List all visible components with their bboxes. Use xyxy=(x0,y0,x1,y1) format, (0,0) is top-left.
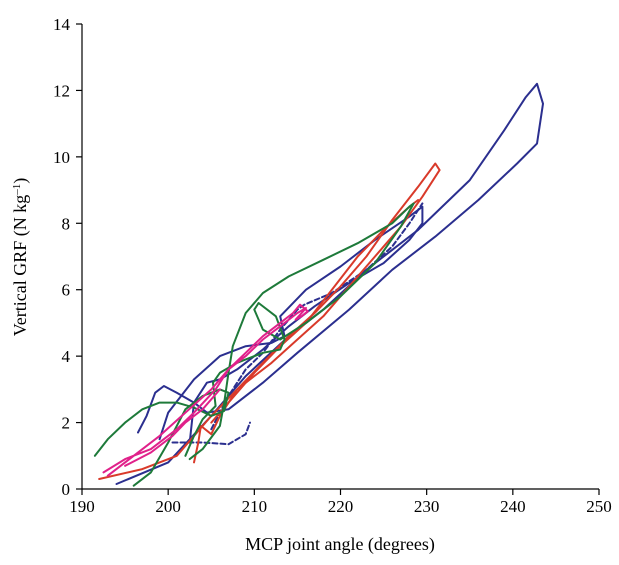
x-tick-label: 240 xyxy=(500,497,526,516)
series-line-9 xyxy=(102,303,309,477)
y-axis-title-end: ) xyxy=(10,178,31,184)
ticks: 190 200 210 220 230 240 250 0 2 4 6 8 10 12 14 xyxy=(53,15,612,516)
y-axis-title-sup: –1 xyxy=(11,184,23,196)
series-line-3 xyxy=(171,421,251,446)
y-tick-label: 0 xyxy=(62,480,71,499)
y-tick-label: 4 xyxy=(62,347,71,366)
series-line-6 xyxy=(210,199,420,424)
series-line-5 xyxy=(98,162,441,480)
x-tick-label: 210 xyxy=(242,497,268,516)
axes xyxy=(81,24,599,490)
series-line-10 xyxy=(124,388,221,467)
y-axis-title: Vertical GRF (N kg–1) xyxy=(10,178,31,336)
y-tick-label: 2 xyxy=(62,414,71,433)
x-tick-label: 190 xyxy=(69,497,95,516)
y-tick-label: 10 xyxy=(53,148,70,167)
y-tick-label: 12 xyxy=(53,81,70,100)
y-tick-label: 6 xyxy=(62,281,71,300)
x-tick-label: 230 xyxy=(414,497,440,516)
x-axis-title: MCP joint angle (degrees) xyxy=(245,534,435,555)
series-line-1 xyxy=(115,82,544,485)
x-tick-label: 200 xyxy=(155,497,181,516)
y-tick-label: 14 xyxy=(53,15,71,34)
y-axis-title-main: Vertical GRF (N kg xyxy=(10,195,31,336)
y-tick-label: 8 xyxy=(62,214,71,233)
x-tick-label: 220 xyxy=(328,497,354,516)
series-line-7 xyxy=(93,388,230,487)
series-line-8 xyxy=(184,202,415,461)
series xyxy=(93,82,544,487)
x-tick-label: 250 xyxy=(586,497,612,516)
series-line-4 xyxy=(210,202,424,431)
series-line-2 xyxy=(158,205,424,444)
